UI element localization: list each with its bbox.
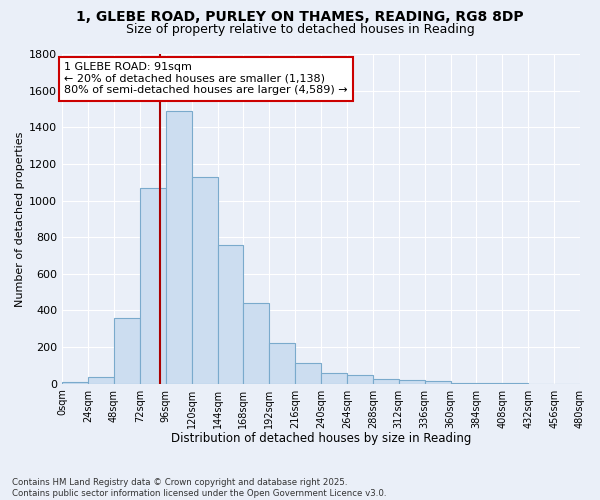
Bar	[399, 380, 425, 384]
Text: Size of property relative to detached houses in Reading: Size of property relative to detached ho…	[125, 22, 475, 36]
Bar	[191, 176, 218, 384]
Bar	[373, 379, 399, 384]
Text: 1, GLEBE ROAD, PURLEY ON THAMES, READING, RG8 8DP: 1, GLEBE ROAD, PURLEY ON THAMES, READING…	[76, 10, 524, 24]
Bar	[269, 342, 295, 384]
Bar	[347, 375, 373, 384]
Bar	[451, 383, 476, 384]
Text: Contains HM Land Registry data © Crown copyright and database right 2025.
Contai: Contains HM Land Registry data © Crown c…	[12, 478, 386, 498]
Bar	[140, 188, 166, 384]
Bar	[218, 244, 244, 384]
Text: 1 GLEBE ROAD: 91sqm
← 20% of detached houses are smaller (1,138)
80% of semi-det: 1 GLEBE ROAD: 91sqm ← 20% of detached ho…	[64, 62, 348, 96]
Bar	[425, 380, 451, 384]
Bar	[114, 318, 140, 384]
Bar	[88, 378, 114, 384]
Bar	[62, 382, 88, 384]
Bar	[295, 362, 321, 384]
Bar	[476, 383, 502, 384]
Bar	[321, 372, 347, 384]
Y-axis label: Number of detached properties: Number of detached properties	[15, 131, 25, 306]
Bar	[244, 303, 269, 384]
X-axis label: Distribution of detached houses by size in Reading: Distribution of detached houses by size …	[171, 432, 471, 445]
Bar	[166, 111, 191, 384]
